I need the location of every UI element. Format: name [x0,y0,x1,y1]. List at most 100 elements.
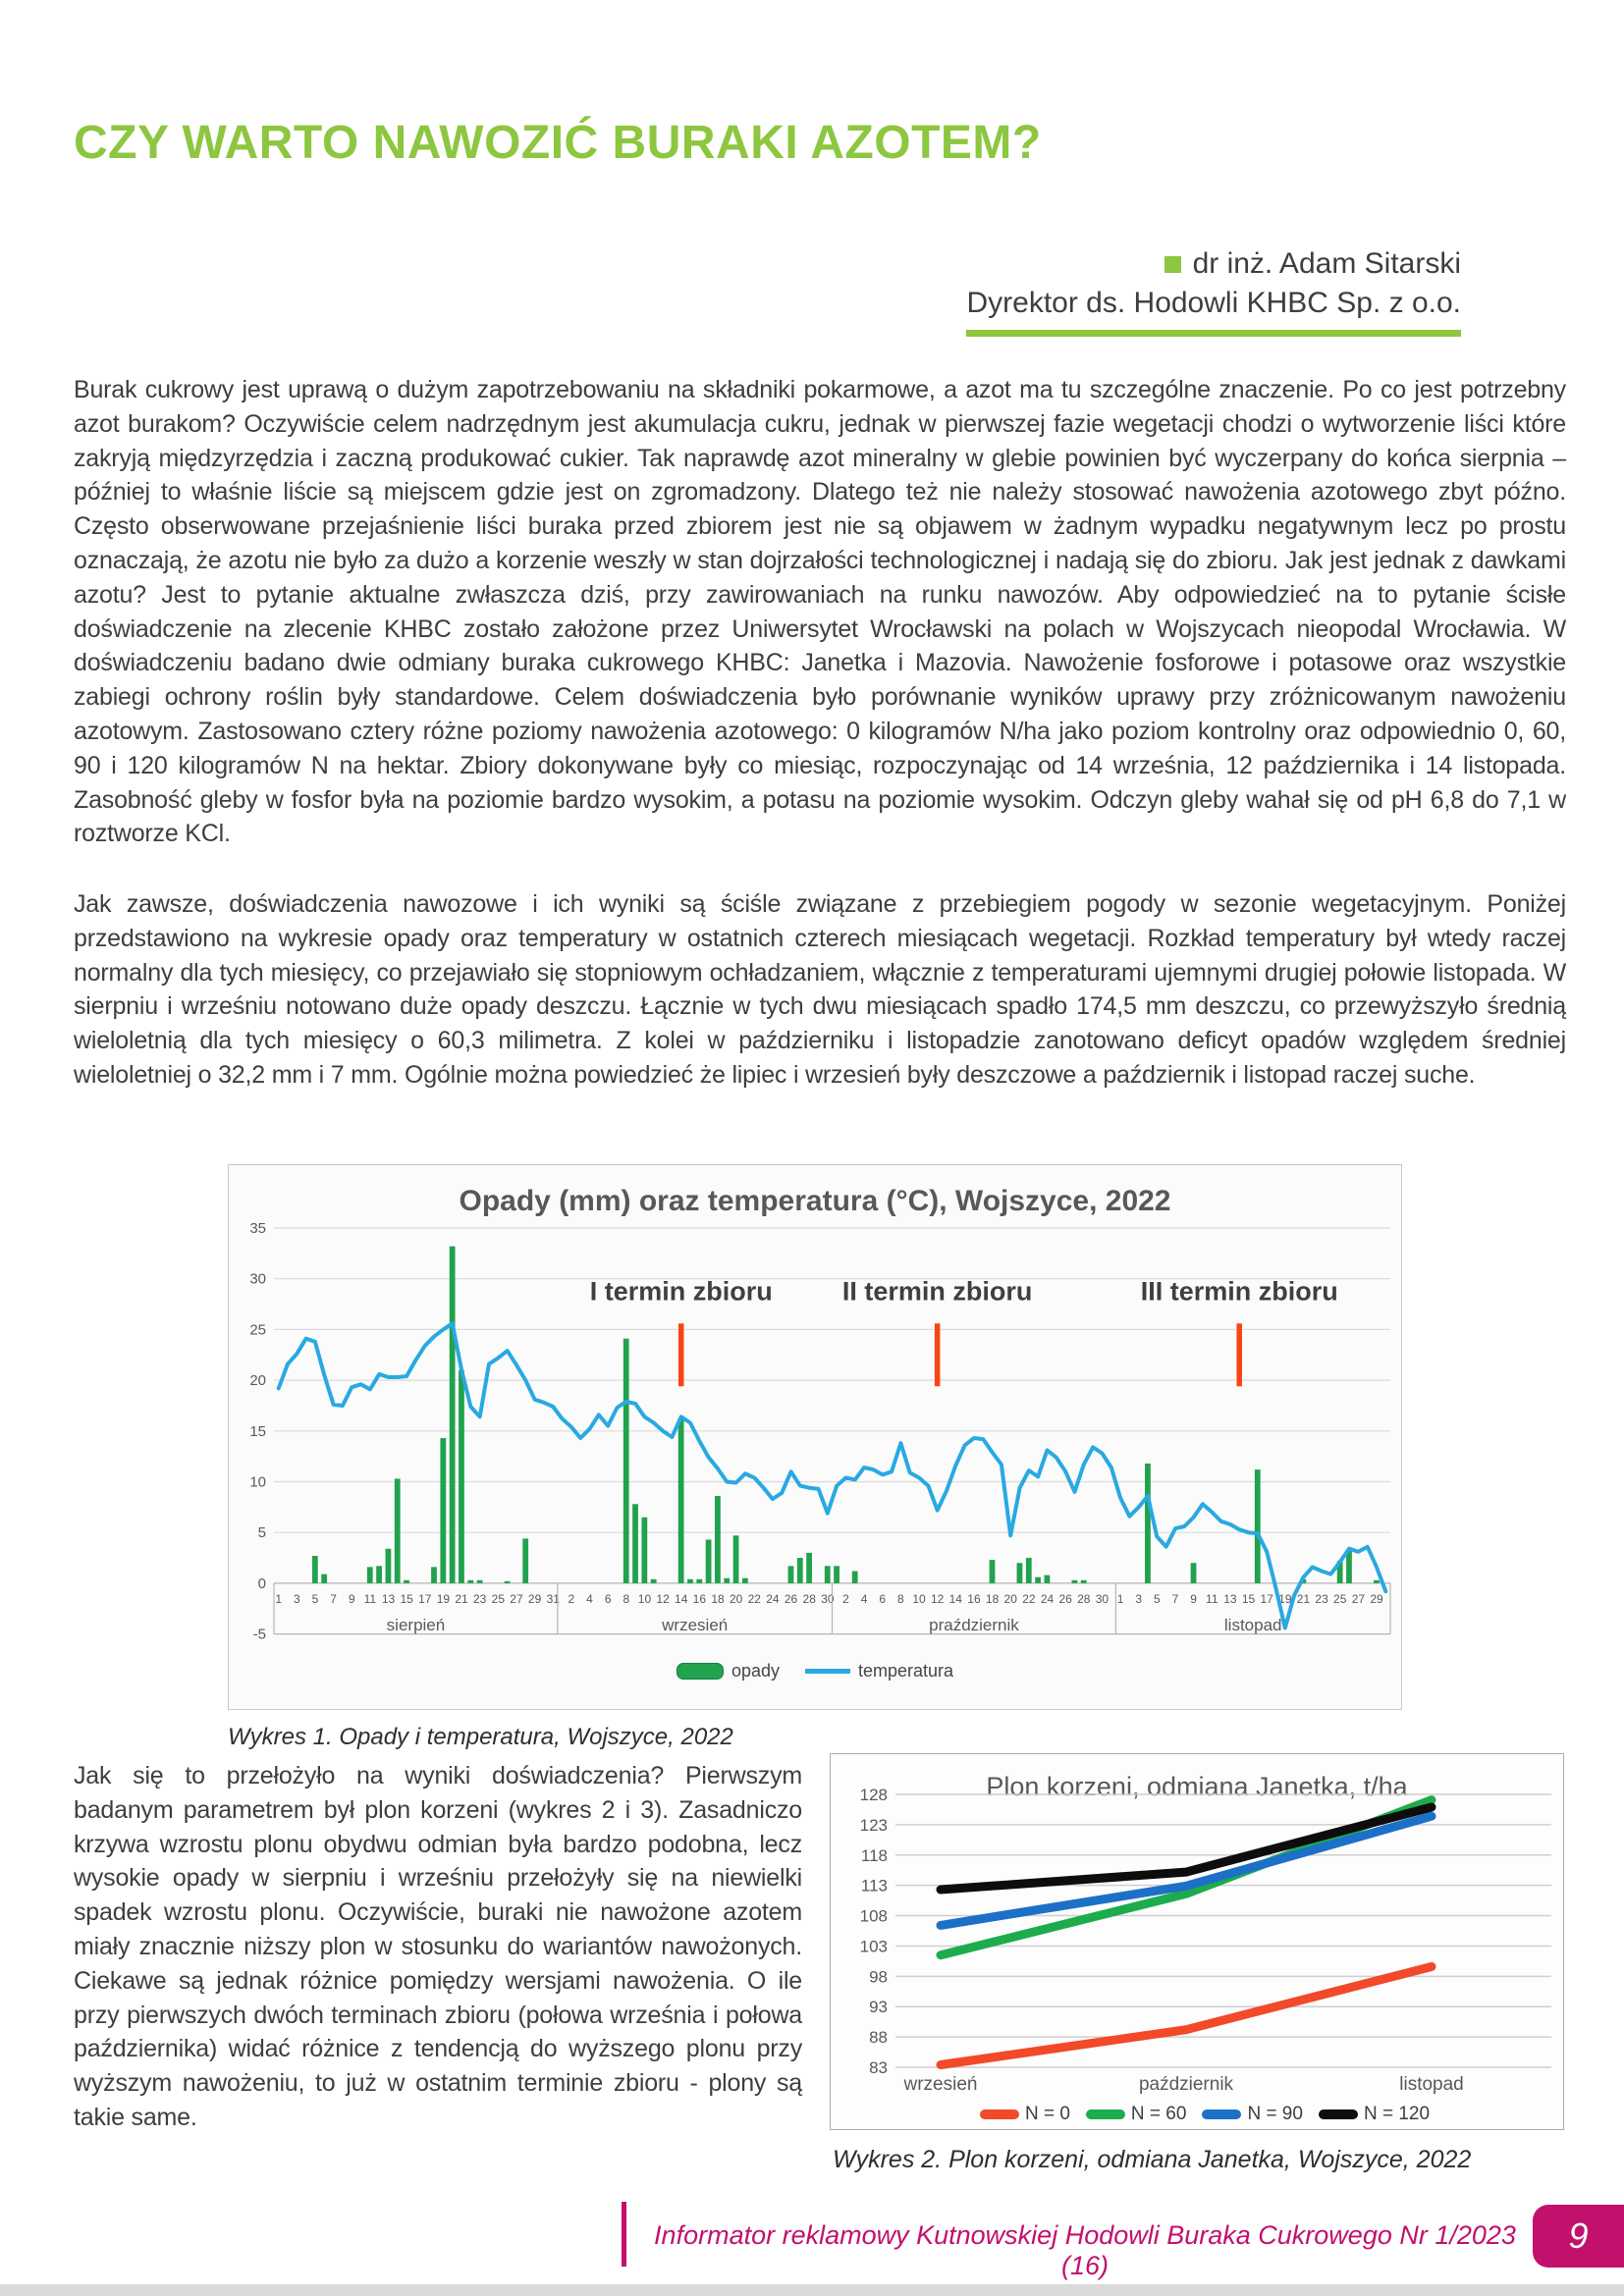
svg-text:6: 6 [605,1592,612,1606]
svg-text:praździernik: praździernik [929,1616,1019,1634]
svg-text:103: 103 [860,1937,888,1955]
svg-text:98: 98 [869,1967,888,1986]
svg-text:6: 6 [879,1592,886,1606]
author-name: dr inż. Adam Sitarski [1192,247,1461,280]
author-underline-rule [966,330,1461,337]
svg-text:113: 113 [861,1877,888,1896]
svg-text:10: 10 [912,1592,926,1606]
svg-text:22: 22 [1022,1592,1036,1606]
svg-text:10: 10 [249,1474,266,1491]
svg-text:3: 3 [294,1592,300,1606]
svg-text:22: 22 [748,1592,762,1606]
svg-text:5: 5 [258,1524,266,1541]
legend-label: N = 60 [1130,2104,1187,2124]
legend-swatch-N0 [979,2109,1019,2119]
svg-text:25: 25 [1333,1592,1347,1606]
paragraph-results: Jak się to przełożyło na wyniki doświadc… [74,1762,802,2131]
page-bottom-edge [0,2284,1624,2296]
svg-text:128: 128 [860,1788,888,1804]
svg-text:30: 30 [249,1271,266,1288]
svg-text:26: 26 [785,1592,798,1606]
legend-label: N = 90 [1247,2104,1303,2124]
svg-text:7: 7 [1172,1592,1179,1606]
svg-text:12: 12 [931,1592,945,1606]
chart1-legend: opady temperatura [229,1661,1401,1682]
svg-text:23: 23 [1315,1592,1328,1606]
svg-text:13: 13 [1223,1592,1237,1606]
svg-text:25: 25 [492,1592,506,1606]
legend-temperatura-label: temperatura [857,1661,954,1681]
svg-text:31: 31 [547,1592,561,1606]
svg-text:20: 20 [730,1592,743,1606]
chart2-legend: N = 0 N = 60 N = 90 N = 120 [831,2104,1563,2125]
svg-text:15: 15 [400,1592,413,1606]
svg-text:19: 19 [437,1592,451,1606]
svg-text:24: 24 [766,1592,780,1606]
svg-text:26: 26 [1058,1592,1072,1606]
svg-text:0: 0 [258,1575,266,1592]
svg-text:16: 16 [693,1592,707,1606]
svg-text:listopad: listopad [1399,2074,1464,2095]
svg-text:20: 20 [1004,1592,1018,1606]
svg-text:II termin zbioru: II termin zbioru [842,1276,1033,1306]
svg-text:88: 88 [869,2028,888,2047]
svg-text:8: 8 [897,1592,904,1606]
page-number-badge: 9 [1533,2205,1624,2268]
svg-text:15: 15 [249,1423,266,1440]
svg-text:30: 30 [1096,1592,1110,1606]
svg-text:4: 4 [861,1592,868,1606]
svg-text:30: 30 [821,1592,835,1606]
svg-text:29: 29 [1370,1592,1383,1606]
svg-text:III termin zbioru: III termin zbioru [1141,1276,1338,1306]
svg-text:2: 2 [842,1592,849,1606]
green-square-icon [1164,256,1181,273]
legend-swatch-N120 [1318,2109,1358,2119]
chart1-title: Opady (mm) oraz temperatura (°C), Wojszy… [459,1185,1171,1217]
svg-text:27: 27 [1352,1592,1366,1606]
svg-text:93: 93 [869,1998,888,2016]
svg-text:16: 16 [967,1592,981,1606]
chart-plon-korzeni: Plon korzeni, odmiana Janetka, t/ha 128 1… [830,1753,1564,2130]
svg-text:123: 123 [860,1816,888,1835]
svg-text:11: 11 [1206,1592,1218,1606]
paragraph-weather: Jak zawsze, doświadczenia nawozowe i ich… [74,890,1566,1089]
chart-opady-temperatura: Opady (mm) oraz temperatura (°C), Wojszy… [228,1164,1402,1710]
svg-text:8: 8 [623,1592,629,1606]
svg-text:12: 12 [656,1592,670,1606]
svg-text:październik: październik [1139,2074,1234,2095]
paragraph-intro: Burak cukrowy jest uprawą o dużym zapotr… [74,376,1566,848]
legend-temperatura-swatch [804,1669,850,1674]
svg-text:83: 83 [869,2058,888,2077]
svg-text:29: 29 [528,1592,542,1606]
svg-text:27: 27 [510,1592,523,1606]
author-name-line: dr inż. Adam Sitarski [966,247,1461,281]
svg-text:9: 9 [1190,1592,1197,1606]
svg-text:4: 4 [586,1592,593,1606]
svg-text:14: 14 [949,1592,963,1606]
legend-opady-swatch [676,1663,724,1680]
legend-label: N = 120 [1363,2104,1431,2124]
svg-text:sierpień: sierpień [387,1616,446,1634]
svg-text:108: 108 [860,1907,888,1926]
svg-text:35: 35 [249,1220,266,1237]
svg-text:23: 23 [473,1592,487,1606]
svg-text:9: 9 [349,1592,355,1606]
svg-text:21: 21 [1297,1592,1311,1606]
svg-text:5: 5 [1154,1592,1161,1606]
author-block: dr inż. Adam Sitarski Dyrektor ds. Hodow… [966,247,1461,337]
svg-text:19: 19 [1278,1592,1292,1606]
footer-text: Informator reklamowy Kutnowskiej Hodowli… [654,2220,1516,2280]
svg-text:20: 20 [249,1372,266,1389]
svg-text:14: 14 [675,1592,688,1606]
svg-text:7: 7 [330,1592,337,1606]
chart2-plot: 128 123 118 113 108 103 98 93 88 83 wrzesień paździ… [860,1788,1551,2095]
svg-text:21: 21 [455,1592,468,1606]
svg-text:I termin zbioru: I termin zbioru [590,1276,773,1306]
chart1-caption: Wykres 1. Opady i temperatura, Wojszyce,… [228,1724,733,1750]
footer-divider [622,2202,626,2267]
legend-swatch-N90 [1202,2109,1242,2119]
svg-text:wrzesień: wrzesień [661,1616,728,1634]
legend-label: N = 0 [1024,2104,1070,2124]
